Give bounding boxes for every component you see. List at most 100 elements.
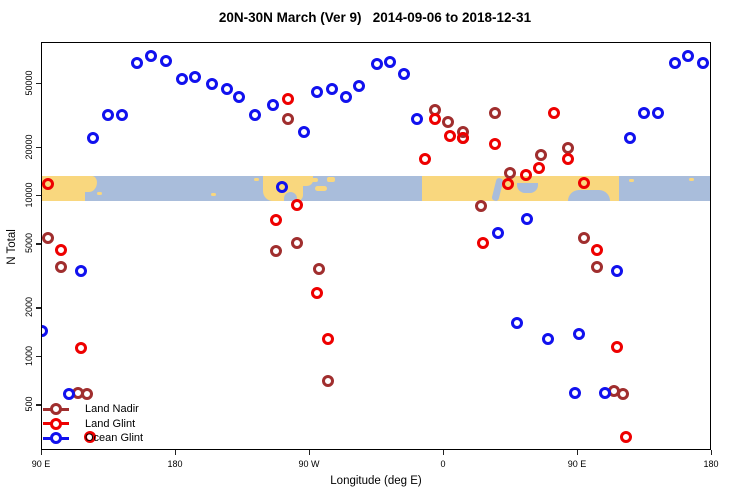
data-point-land_glint xyxy=(311,286,324,299)
data-point-ocean_glint xyxy=(371,58,383,71)
map-land-shape xyxy=(211,193,216,196)
data-point-ocean_glint xyxy=(175,73,188,86)
map-land-shape xyxy=(629,179,634,182)
data-point-ocean_glint xyxy=(353,80,366,93)
data-point-land_glint xyxy=(281,93,294,106)
data-point-land_nadir xyxy=(281,113,294,126)
land-nadir-symbol-icon xyxy=(43,403,77,416)
plot-area: Land Nadir Land Glint Ocean Glint xyxy=(41,42,711,450)
map-land-shape xyxy=(97,192,102,195)
data-point-ocean_glint xyxy=(326,83,339,96)
data-point-ocean_glint xyxy=(101,108,114,121)
data-point-land_nadir xyxy=(80,387,93,400)
data-point-ocean_glint xyxy=(491,226,504,239)
map-land-shape xyxy=(77,198,83,201)
data-point-land_nadir xyxy=(312,263,325,276)
x-tick-mark xyxy=(443,450,445,455)
legend-item-land-nadir: Land Nadir xyxy=(43,402,143,417)
map-land-shape xyxy=(301,176,313,186)
map-land-shape xyxy=(63,196,72,200)
data-point-land_glint xyxy=(457,131,470,144)
legend-label: Land Glint xyxy=(85,417,136,430)
x-axis-label: Longitude (deg E) xyxy=(330,475,422,487)
map-sea-shape xyxy=(517,183,538,193)
y-tick-mark xyxy=(36,307,41,309)
data-point-land_glint xyxy=(619,430,632,443)
y-tick-label: 5000 xyxy=(24,233,34,254)
data-point-ocean_glint xyxy=(275,180,288,193)
data-point-land_nadir xyxy=(269,245,282,258)
data-point-ocean_glint xyxy=(610,265,623,278)
data-point-ocean_glint xyxy=(62,387,75,400)
data-point-land_glint xyxy=(502,177,515,190)
data-point-ocean_glint xyxy=(652,106,665,119)
data-point-ocean_glint xyxy=(411,113,424,126)
data-point-land_glint xyxy=(561,152,574,165)
legend-label: Ocean Glint xyxy=(85,432,144,445)
data-point-land_glint xyxy=(42,177,54,190)
data-point-ocean_glint xyxy=(311,86,324,99)
y-tick-label: 500 xyxy=(24,396,34,412)
data-point-land_nadir xyxy=(591,261,604,274)
legend-item-land-glint: Land Glint xyxy=(43,417,143,432)
y-tick-label: 20000 xyxy=(24,134,34,160)
map-land-shape xyxy=(254,178,259,181)
y-tick-mark xyxy=(36,243,41,245)
legend-label: Land Nadir xyxy=(85,403,139,416)
legend-item-ocean-glint: Ocean Glint xyxy=(43,431,143,446)
data-point-land_nadir xyxy=(561,141,574,154)
data-point-land_nadir xyxy=(55,261,68,274)
x-tick-mark xyxy=(711,450,713,455)
data-point-land_nadir xyxy=(503,166,516,179)
x-tick-label: 0 xyxy=(440,459,446,469)
land-glint-symbol-icon xyxy=(43,417,77,430)
x-tick-label: 90 W xyxy=(298,459,320,469)
data-point-land_glint xyxy=(577,177,590,190)
data-point-ocean_glint xyxy=(339,91,352,104)
data-point-land_glint xyxy=(533,161,546,174)
data-point-ocean_glint xyxy=(248,108,261,121)
map-land-shape xyxy=(689,178,694,181)
data-point-ocean_glint xyxy=(144,50,157,63)
ocean-glint-symbol-icon xyxy=(43,432,77,445)
x-tick-label: 90 E xyxy=(31,459,51,469)
data-point-ocean_glint xyxy=(573,327,586,340)
data-point-ocean_glint xyxy=(542,332,555,345)
data-point-land_glint xyxy=(269,213,282,226)
data-point-ocean_glint xyxy=(42,324,48,337)
y-tick-mark xyxy=(36,355,41,358)
x-tick-label: 180 xyxy=(703,459,719,469)
chart-title: 20N-30N March (Ver 9) 2014-09-06 to 2018… xyxy=(218,10,532,25)
map-sea-shape xyxy=(568,190,610,201)
data-point-land_glint xyxy=(443,129,456,142)
data-point-ocean_glint xyxy=(116,108,129,121)
x-tick-mark xyxy=(309,450,311,455)
x-tick-label: 180 xyxy=(167,459,183,469)
map-land-shape xyxy=(327,177,335,182)
data-point-land_nadir xyxy=(488,106,501,119)
data-point-ocean_glint xyxy=(682,50,695,63)
data-point-land_nadir xyxy=(577,231,590,244)
data-point-land_glint xyxy=(610,341,623,354)
data-point-ocean_glint xyxy=(220,83,233,96)
y-tick-mark xyxy=(36,195,41,197)
data-point-land_glint xyxy=(83,430,96,443)
x-tick-label: 90 E xyxy=(567,459,587,469)
data-point-land_nadir xyxy=(290,237,303,250)
data-point-land_glint xyxy=(519,169,532,182)
data-point-ocean_glint xyxy=(74,265,87,278)
data-point-ocean_glint xyxy=(569,386,582,399)
data-point-land_nadir xyxy=(475,199,488,212)
map-land-shape xyxy=(311,178,318,182)
data-point-ocean_glint xyxy=(510,316,523,329)
data-point-land_glint xyxy=(74,342,87,355)
y-tick-mark xyxy=(36,146,41,148)
data-point-ocean_glint xyxy=(205,77,218,90)
data-point-ocean_glint xyxy=(397,68,410,81)
map-land-shape xyxy=(315,186,327,191)
y-tick-mark xyxy=(36,82,41,84)
map-land-shape xyxy=(84,176,97,192)
y-tick-label: 2000 xyxy=(24,297,34,318)
data-point-land_nadir xyxy=(616,387,629,400)
